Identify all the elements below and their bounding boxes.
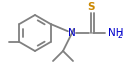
Text: 2: 2: [118, 31, 123, 39]
Text: NH: NH: [108, 28, 123, 38]
Text: N: N: [68, 28, 76, 38]
Text: S: S: [87, 2, 95, 12]
